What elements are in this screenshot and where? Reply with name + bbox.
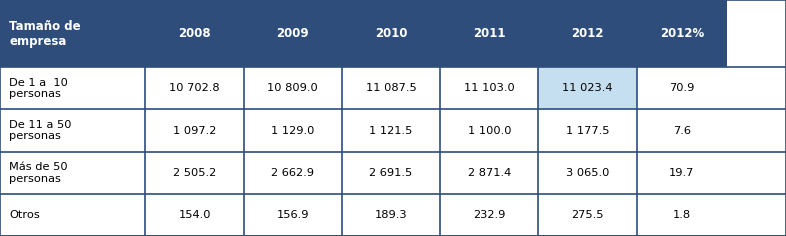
Text: 2011: 2011 [473,27,505,40]
Bar [0,152,145,194]
Text: 1 097.2: 1 097.2 [173,126,216,135]
Text: 2008: 2008 [178,27,211,40]
Bar [342,0,440,67]
Bar [637,194,727,236]
Bar [538,110,637,152]
Bar [440,152,538,194]
Bar [244,110,342,152]
Bar [538,152,637,194]
Bar [637,110,727,152]
Text: 1 121.5: 1 121.5 [369,126,413,135]
Text: 2009: 2009 [277,27,309,40]
Text: 156.9: 156.9 [277,210,309,220]
Text: Otros: Otros [9,210,40,220]
Bar [0,67,145,110]
Bar [538,67,637,110]
Bar [637,67,727,110]
Text: 275.5: 275.5 [571,210,604,220]
Text: 2 691.5: 2 691.5 [369,168,413,178]
Bar [342,110,440,152]
Bar [637,152,727,194]
Text: 11 087.5: 11 087.5 [365,83,417,93]
Bar [342,194,440,236]
Text: 70.9: 70.9 [669,83,695,93]
Bar [440,67,538,110]
Bar [440,194,538,236]
Bar [538,194,637,236]
Bar [145,110,244,152]
Bar [145,194,244,236]
Text: 2 871.4: 2 871.4 [468,168,511,178]
Text: De 11 a 50
personas: De 11 a 50 personas [9,120,72,141]
Text: 2010: 2010 [375,27,407,40]
Text: 1 177.5: 1 177.5 [566,126,609,135]
Text: 1 129.0: 1 129.0 [271,126,314,135]
Text: 1.8: 1.8 [673,210,691,220]
Text: 7.6: 7.6 [673,126,691,135]
Bar [244,194,342,236]
Text: 1 100.0: 1 100.0 [468,126,511,135]
Bar [145,0,244,67]
Bar [0,194,145,236]
Text: 232.9: 232.9 [473,210,505,220]
Bar [538,0,637,67]
Text: Tamaño de
empresa: Tamaño de empresa [9,20,81,48]
Bar [244,0,342,67]
Text: 19.7: 19.7 [669,168,695,178]
Bar [0,0,145,67]
Text: 154.0: 154.0 [178,210,211,220]
Bar [0,110,145,152]
Text: De 1 a  10
personas: De 1 a 10 personas [9,78,68,99]
Bar [342,67,440,110]
Text: 11 023.4: 11 023.4 [562,83,613,93]
Text: 2 662.9: 2 662.9 [271,168,314,178]
Bar [637,0,727,67]
Text: 11 103.0: 11 103.0 [464,83,515,93]
Bar [440,110,538,152]
Bar [342,152,440,194]
Text: Más de 50
personas: Más de 50 personas [9,162,68,184]
Bar [145,67,244,110]
Bar [145,152,244,194]
Bar [244,67,342,110]
Text: 3 065.0: 3 065.0 [566,168,609,178]
Bar [440,0,538,67]
Text: 2012%: 2012% [659,27,704,40]
Bar [244,152,342,194]
Text: 189.3: 189.3 [375,210,407,220]
Text: 2 505.2: 2 505.2 [173,168,216,178]
Text: 10 702.8: 10 702.8 [169,83,220,93]
Text: 2012: 2012 [571,27,604,40]
Text: 10 809.0: 10 809.0 [267,83,318,93]
